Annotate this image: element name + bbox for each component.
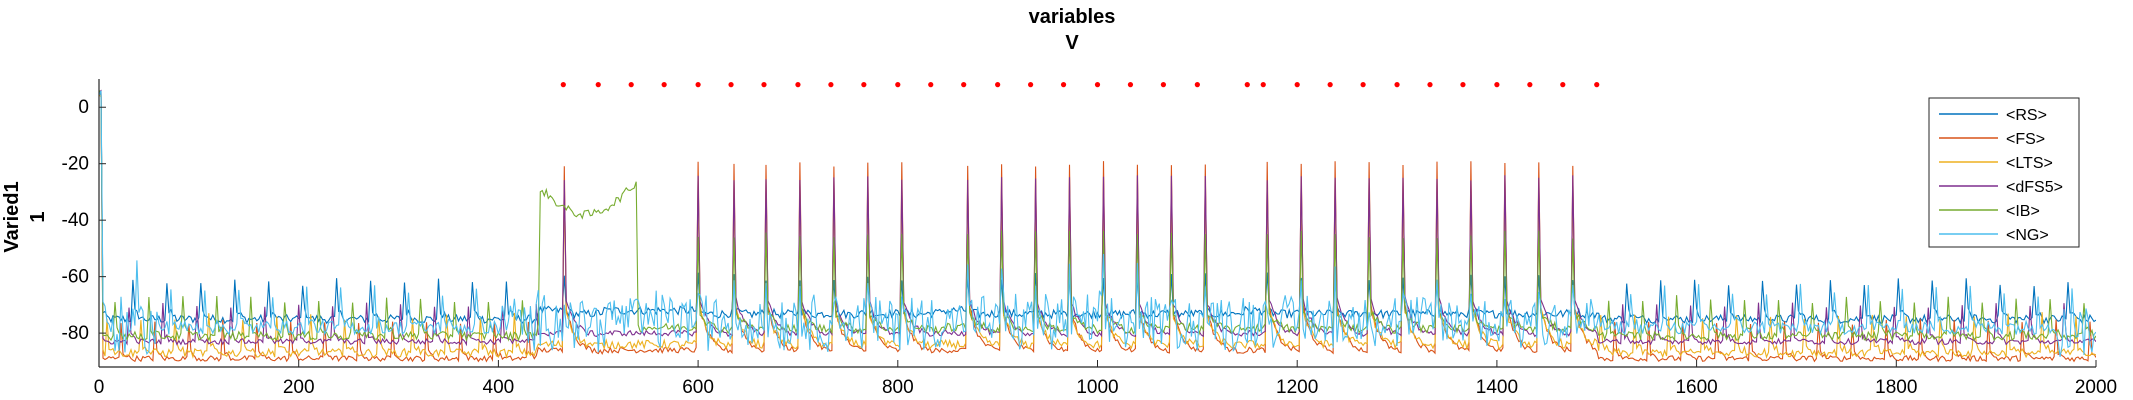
event-marker: [961, 82, 967, 88]
event-marker: [1194, 82, 1200, 88]
event-marker: [761, 82, 767, 88]
series-line-ib: [99, 89, 2096, 343]
series-layer: [99, 89, 2096, 363]
chart-title-line-1: variables: [1029, 6, 1116, 28]
event-marker: [1360, 82, 1366, 88]
event-marker: [728, 82, 734, 88]
y-tick-label: -20: [62, 154, 89, 175]
x-tick-label: 400: [483, 377, 515, 398]
series-line-rs: [99, 91, 2096, 325]
event-marker: [695, 82, 701, 88]
x-tick-label: 1200: [1276, 377, 1318, 398]
event-marker: [928, 82, 934, 88]
event-marker: [795, 82, 801, 88]
x-tick-label: 1400: [1476, 377, 1518, 398]
event-marker: [1127, 82, 1134, 88]
event-marker: [1094, 82, 1101, 88]
x-tick-label: 1800: [1875, 377, 1917, 398]
event-marker: [1460, 82, 1466, 88]
event-marker: [1560, 82, 1566, 88]
event-marker: [895, 82, 901, 88]
x-tick-label: 1000: [1076, 377, 1118, 398]
event-marker: [1327, 82, 1333, 88]
event-marker: [1494, 82, 1500, 88]
event-marker: [1427, 82, 1433, 88]
x-tick-label: 2000: [2075, 377, 2117, 398]
event-marker: [995, 82, 1001, 88]
legend-label: <LTS>: [2006, 155, 2053, 172]
y-axis-label-line-1: Varied1: [1, 181, 23, 252]
event-marker: [861, 82, 867, 88]
event-marker: [661, 82, 667, 88]
event-marker: [1244, 82, 1250, 88]
legend-label: <dFS5>: [2006, 179, 2063, 196]
x-tick-label: 1600: [1675, 377, 1717, 398]
y-ticks: 0 -20 -40 -60 -80: [62, 97, 106, 344]
event-marker: [1060, 82, 1067, 88]
series-line-dfs5: [99, 89, 2096, 347]
axes: [98, 79, 2096, 368]
event-marker: [1394, 82, 1400, 88]
event-marker: [628, 82, 634, 88]
event-marker: [560, 82, 566, 88]
series-line-fs: [99, 91, 2096, 363]
event-marker: [1260, 82, 1266, 88]
x-tick-label: 0: [94, 377, 105, 398]
y-tick-label: -40: [62, 210, 89, 231]
event-marker: [1160, 82, 1167, 88]
event-marker: [1028, 82, 1034, 88]
event-marker: [1594, 82, 1600, 88]
legend-label: <NG>: [2006, 227, 2049, 244]
x-tick-label: 200: [283, 377, 315, 398]
y-tick-label: -80: [62, 323, 89, 344]
series-line-ng: [99, 90, 2096, 357]
series-line-lts: [99, 94, 2096, 360]
legend-label: <IB>: [2006, 203, 2040, 220]
event-markers: [560, 82, 1600, 88]
y-tick-label: 0: [78, 97, 89, 118]
x-tick-label: 600: [682, 377, 714, 398]
legend: <RS> <FS> <LTS> <dFS5> <IB> <NG>: [1928, 97, 2080, 248]
x-tick-label: 800: [882, 377, 914, 398]
event-marker: [595, 82, 601, 88]
event-marker: [828, 82, 834, 88]
y-tick-label: -60: [62, 267, 89, 288]
event-marker: [1527, 82, 1533, 88]
legend-label: <FS>: [2006, 131, 2045, 148]
chart-title-line-2: V: [1065, 32, 1079, 54]
legend-box: [1928, 97, 2080, 248]
legend-label: <RS>: [2006, 107, 2047, 124]
y-axis-label-line-2: 1: [27, 211, 49, 222]
x-ticks: 0 200 400 600 800 1000 1200 1400 1600 1800 2000: [94, 360, 2117, 398]
event-marker: [1294, 82, 1300, 88]
